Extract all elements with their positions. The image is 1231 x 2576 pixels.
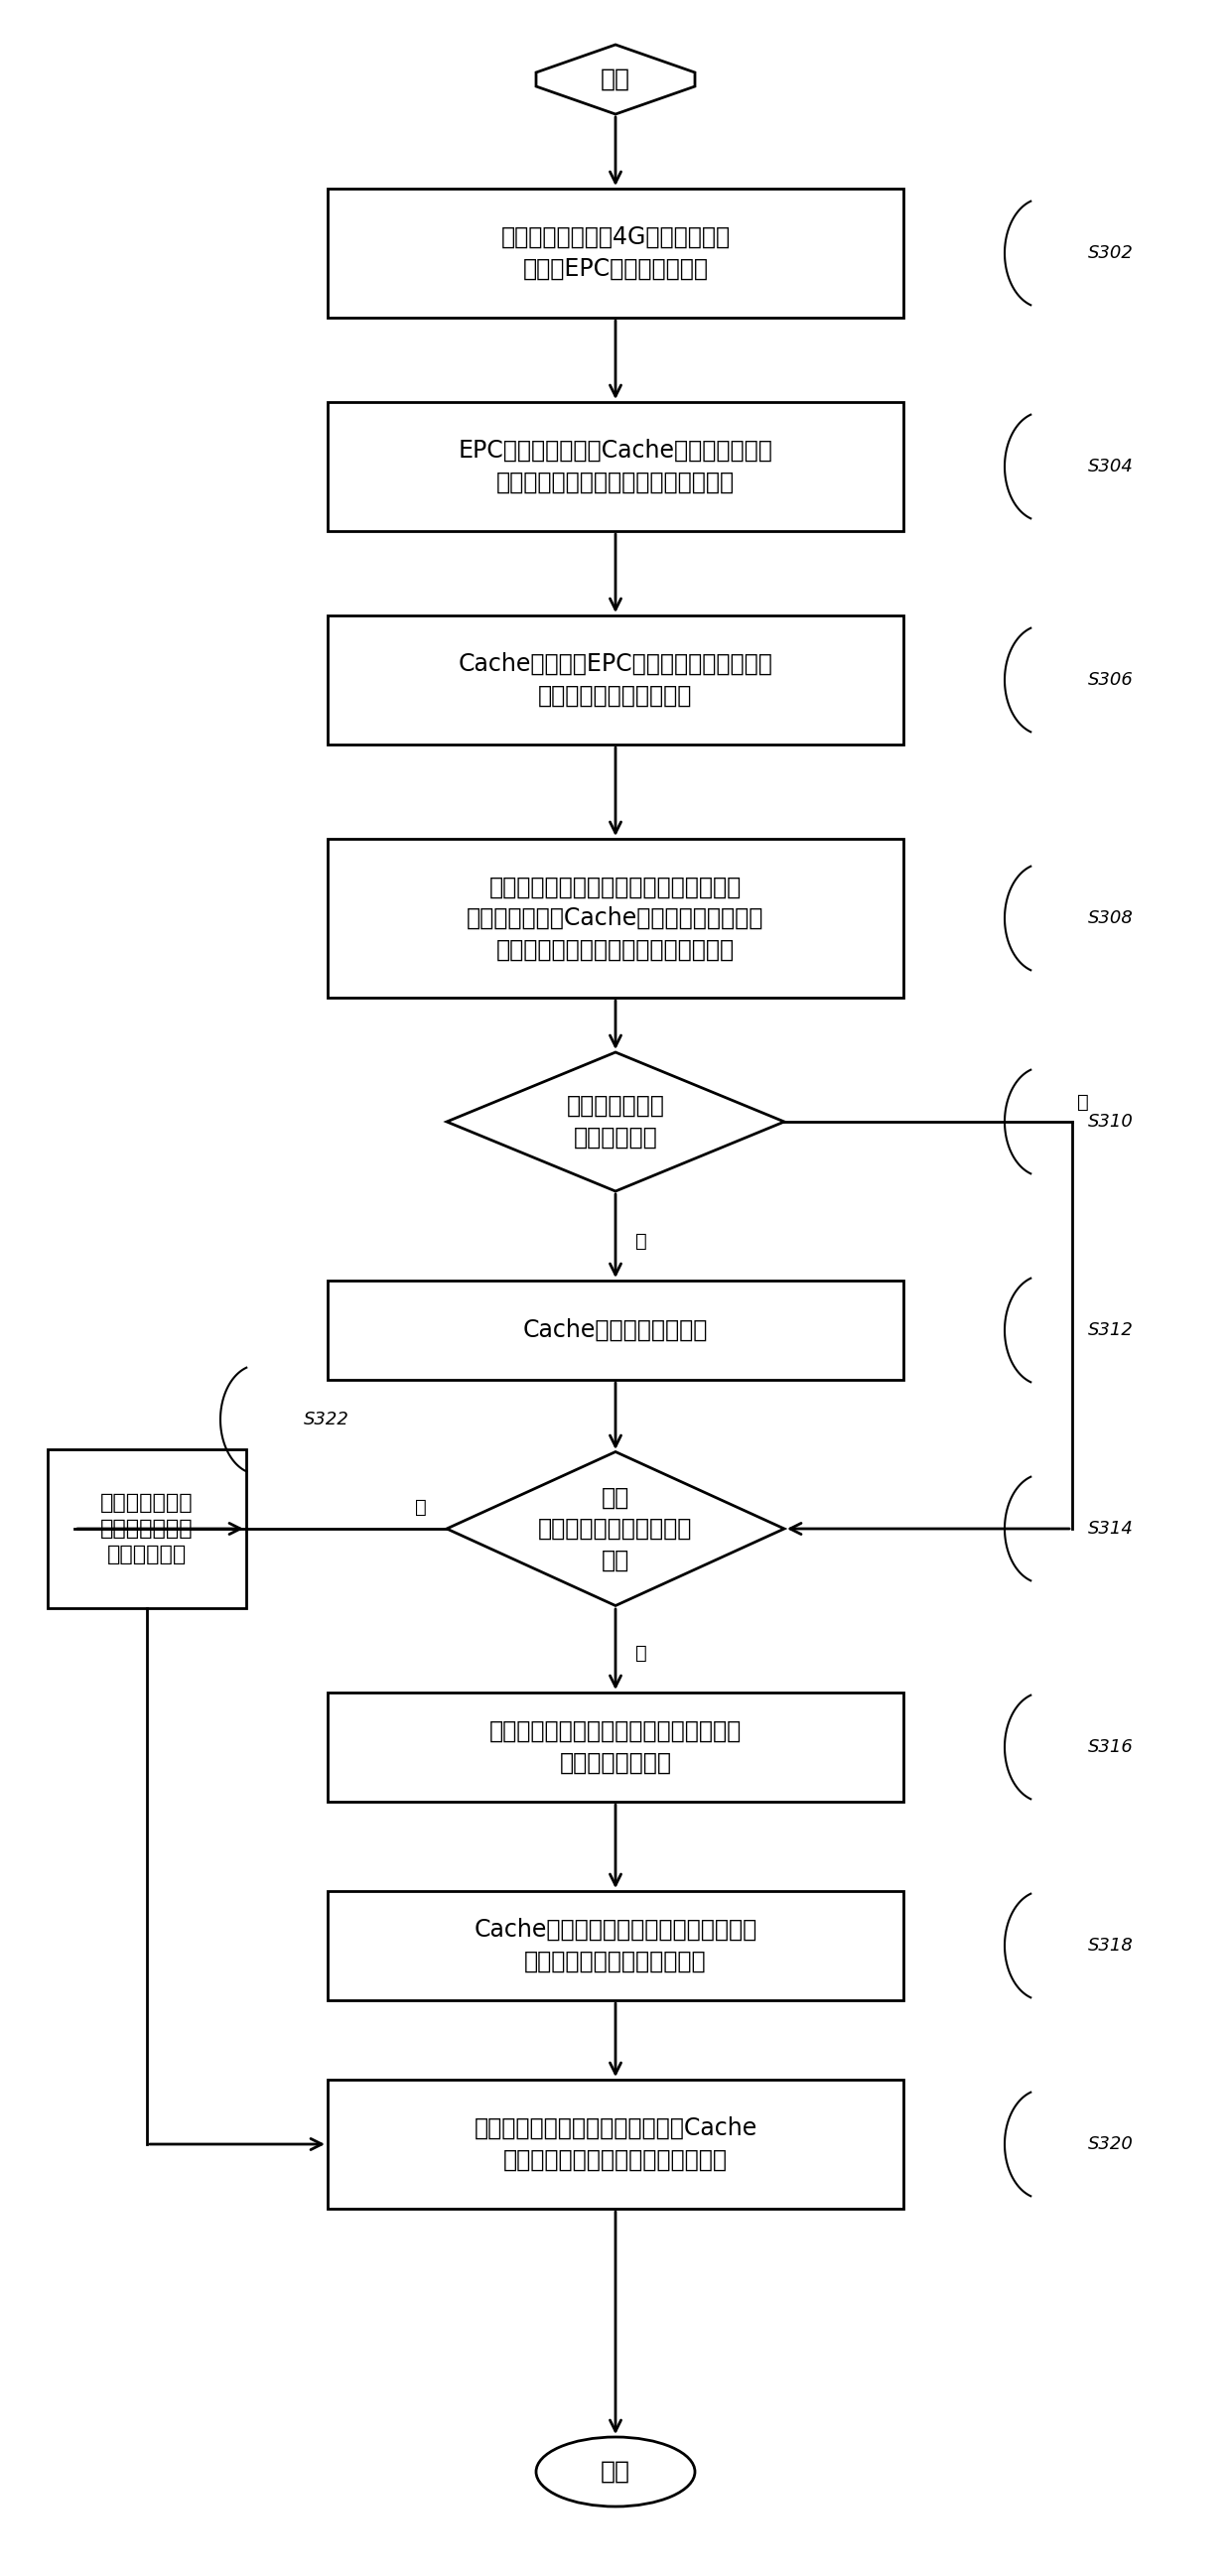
Text: Cache平台跟据EPC或者基站提供的身份信
息，建立移动用户信息库: Cache平台跟据EPC或者基站提供的身份信 息，建立移动用户信息库: [458, 652, 773, 708]
Text: EPC或者基站设备向Cache平台提供基站所
覆盖区域内的移动通信设备的身份信息: EPC或者基站设备向Cache平台提供基站所 覆盖区域内的移动通信设备的身份信息: [458, 438, 773, 495]
Ellipse shape: [535, 2437, 696, 2506]
Text: S312: S312: [1088, 1321, 1134, 1340]
Polygon shape: [447, 1051, 784, 1190]
Text: 否: 否: [1077, 1092, 1088, 1110]
Bar: [327, 188, 904, 317]
Text: S308: S308: [1088, 909, 1134, 927]
Bar: [327, 2079, 904, 2208]
Text: 移动通信设备接入4G网络或者移动
核心网EPC进行注册、鉴权: 移动通信设备接入4G网络或者移动 核心网EPC进行注册、鉴权: [501, 227, 730, 281]
Bar: [327, 840, 904, 997]
Text: 是: 是: [635, 1643, 648, 1662]
Text: S316: S316: [1088, 1739, 1134, 1757]
Text: 开始: 开始: [601, 67, 630, 90]
Text: 结束: 结束: [601, 2460, 630, 2483]
Text: Cache平台响应用户请求: Cache平台响应用户请求: [523, 1319, 708, 1342]
Text: 按照当前调度优
先级传输报文至
移动通信设备: 按照当前调度优 先级传输报文至 移动通信设备: [101, 1492, 193, 1564]
Text: 是: 是: [635, 1231, 648, 1249]
Text: Cache平台通知网络设备接受调整报文调
度优先级至预设优先级的信息: Cache平台通知网络设备接受调整报文调 度优先级至预设优先级的信息: [474, 1919, 757, 1973]
Text: S302: S302: [1088, 245, 1134, 263]
Bar: [327, 1280, 904, 1381]
Text: 判断是否查找到
第一资源信息: 判断是否查找到 第一资源信息: [566, 1095, 665, 1149]
Bar: [48, 1450, 246, 1607]
Text: S322: S322: [304, 1412, 350, 1430]
Text: 否: 否: [415, 1497, 427, 1517]
Text: 网络设备根据报文的调度优先级将Cache
平台下发的报文传输给移动通信设备: 网络设备根据报文的调度优先级将Cache 平台下发的报文传输给移动通信设备: [474, 2117, 757, 2172]
Bar: [327, 616, 904, 744]
Polygon shape: [535, 44, 696, 113]
Bar: [327, 402, 904, 531]
Text: S304: S304: [1088, 459, 1134, 477]
Text: 判断
联网设备是否为移动通信
设备: 判断 联网设备是否为移动通信 设备: [538, 1486, 693, 1571]
Text: 接收联网设备发送的用于请求第一资源信
息的请求，并在Cache平台中查找是否已存
储移动通信设备所请求的第一资源信息: 接收联网设备发送的用于请求第一资源信 息的请求，并在Cache平台中查找是否已存…: [467, 876, 764, 961]
Text: S314: S314: [1088, 1520, 1134, 1538]
Text: S306: S306: [1088, 672, 1134, 688]
Text: 将传送给移动通信设备的报文调度优先级
提高至预设优先级: 将传送给移动通信设备的报文调度优先级 提高至预设优先级: [489, 1721, 742, 1775]
Text: S310: S310: [1088, 1113, 1134, 1131]
Polygon shape: [447, 1453, 784, 1605]
Text: S320: S320: [1088, 2136, 1134, 2154]
Text: S318: S318: [1088, 1937, 1134, 1955]
Bar: [327, 1692, 904, 1801]
Bar: [327, 1891, 904, 1999]
